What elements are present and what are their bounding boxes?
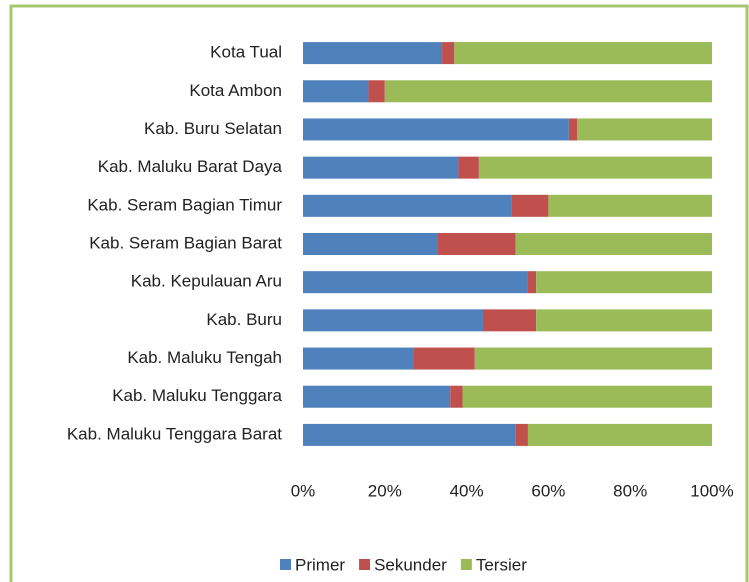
bar-segment <box>478 156 712 179</box>
y-tick-label: Kab. Maluku Tenggara <box>112 386 282 405</box>
legend-label: Sekunder <box>374 555 447 574</box>
y-tick-label: Kab. Seram Bagian Barat <box>89 233 282 252</box>
y-tick-label: Kab. Buru <box>206 310 282 329</box>
bar-segment <box>536 271 712 294</box>
bar-segment <box>442 42 455 65</box>
bar-segment <box>511 194 549 217</box>
x-tick-label: 80% <box>613 481 647 500</box>
legend-swatch <box>460 559 472 570</box>
bar-segment <box>303 42 443 65</box>
y-tick-label: Kab. Buru Selatan <box>144 119 282 138</box>
bar-segment <box>303 194 512 217</box>
bar-segment <box>303 271 528 294</box>
legend-swatch <box>359 559 371 570</box>
bar-segment <box>303 80 369 103</box>
bar-segment <box>303 309 483 332</box>
bar-segment <box>368 80 385 103</box>
x-tick-label: 20% <box>368 481 402 500</box>
y-tick-label: Kab. Seram Bagian Timur <box>87 195 282 214</box>
y-tick-label: Kota Tual <box>210 43 282 62</box>
bar-segment <box>450 385 463 408</box>
x-tick-label: 0% <box>291 481 316 500</box>
bar-segment <box>548 194 712 217</box>
x-tick-label: 60% <box>531 481 565 500</box>
y-tick-label: Kab. Maluku Tengah <box>127 348 282 367</box>
bar-segment <box>577 118 712 141</box>
bar-segment <box>303 233 438 255</box>
y-tick-label: Kab. Maluku Barat Daya <box>98 157 283 176</box>
bar-segment <box>515 423 528 446</box>
bar-segment <box>474 347 712 370</box>
legend-label: Primer <box>295 555 345 574</box>
bar-segment <box>303 423 516 446</box>
bar-segment <box>482 309 537 332</box>
bar-segment <box>527 271 537 294</box>
bar-segment <box>413 347 475 370</box>
bar-segment <box>536 309 712 332</box>
bar-segment <box>454 42 712 65</box>
bar-segment <box>303 118 569 141</box>
bar-segment <box>458 156 479 179</box>
x-tick-label: 100% <box>690 481 733 500</box>
y-tick-label: Kab. Kepulauan Aru <box>131 272 282 291</box>
legend-swatch <box>280 559 291 570</box>
bar-segment <box>437 233 516 255</box>
y-tick-label: Kota Ambon <box>189 81 282 100</box>
bar-segment <box>303 385 451 408</box>
bar-segment <box>462 385 712 408</box>
legend-label: Tersier <box>476 555 527 574</box>
x-tick-label: 40% <box>450 481 484 500</box>
bar-segment <box>568 118 578 141</box>
y-tick-label: Kab. Maluku Tenggara Barat <box>67 424 282 443</box>
bar-segment <box>515 233 712 255</box>
bar-segment <box>527 423 712 446</box>
bar-segment <box>303 347 414 370</box>
bar-segment <box>303 156 459 179</box>
bar-segment <box>384 80 712 103</box>
